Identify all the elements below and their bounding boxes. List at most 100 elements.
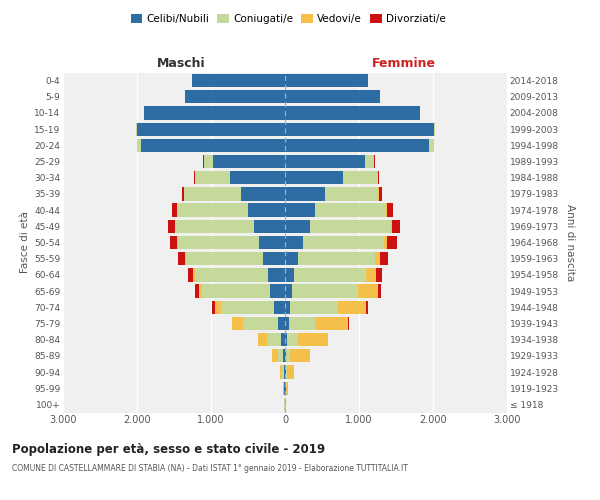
- Bar: [175, 220, 254, 233]
- Bar: [298, 333, 328, 346]
- Bar: [285, 220, 310, 233]
- Bar: [196, 268, 268, 281]
- Bar: [287, 333, 298, 346]
- Bar: [379, 188, 382, 200]
- Bar: [286, 349, 290, 362]
- Bar: [430, 138, 434, 152]
- Bar: [392, 220, 400, 233]
- Bar: [376, 268, 382, 281]
- Bar: [338, 300, 367, 314]
- Legend: Celibi/Nubili, Coniugati/e, Vedovi/e, Divorziati/e: Celibi/Nubili, Coniugati/e, Vedovi/e, Di…: [127, 10, 449, 29]
- Bar: [285, 204, 316, 217]
- Bar: [386, 236, 397, 249]
- Bar: [281, 333, 285, 346]
- Bar: [266, 333, 281, 346]
- Bar: [188, 268, 193, 281]
- Bar: [259, 236, 285, 249]
- Bar: [272, 349, 278, 362]
- Bar: [365, 155, 374, 168]
- Bar: [270, 284, 285, 298]
- Bar: [287, 366, 294, 378]
- Bar: [221, 300, 274, 314]
- Bar: [202, 284, 270, 298]
- Bar: [186, 252, 263, 266]
- Bar: [285, 366, 286, 378]
- Bar: [316, 204, 386, 217]
- Bar: [278, 317, 285, 330]
- Text: Femmine: Femmine: [371, 57, 436, 70]
- Bar: [358, 284, 377, 298]
- Bar: [170, 236, 177, 249]
- Bar: [289, 317, 316, 330]
- Bar: [294, 268, 367, 281]
- Bar: [193, 268, 196, 281]
- Bar: [241, 188, 285, 200]
- Bar: [137, 138, 141, 152]
- Bar: [285, 155, 365, 168]
- Bar: [285, 122, 434, 136]
- Bar: [280, 366, 283, 378]
- Bar: [285, 317, 289, 330]
- Bar: [298, 252, 375, 266]
- Bar: [367, 300, 368, 314]
- Bar: [303, 236, 384, 249]
- Bar: [386, 204, 387, 217]
- Bar: [285, 333, 287, 346]
- Bar: [367, 268, 376, 281]
- Bar: [384, 236, 386, 249]
- Bar: [136, 122, 137, 136]
- Bar: [199, 284, 202, 298]
- Bar: [378, 171, 379, 184]
- Bar: [185, 90, 285, 104]
- Bar: [258, 333, 266, 346]
- Bar: [285, 236, 303, 249]
- Bar: [285, 188, 325, 200]
- Bar: [178, 236, 259, 249]
- Bar: [290, 300, 338, 314]
- Bar: [141, 138, 285, 152]
- Bar: [168, 220, 175, 233]
- Bar: [195, 284, 199, 298]
- Bar: [185, 252, 186, 266]
- Bar: [380, 252, 388, 266]
- Bar: [285, 74, 368, 87]
- Bar: [212, 300, 215, 314]
- Bar: [248, 204, 285, 217]
- Y-axis label: Anni di nascita: Anni di nascita: [565, 204, 575, 281]
- Bar: [325, 188, 378, 200]
- Bar: [434, 122, 436, 136]
- Bar: [316, 317, 348, 330]
- Bar: [230, 171, 285, 184]
- Bar: [254, 220, 285, 233]
- Bar: [285, 90, 380, 104]
- Bar: [285, 300, 290, 314]
- Bar: [285, 252, 298, 266]
- Bar: [286, 382, 288, 395]
- Text: COMUNE DI CASTELLAMMARE DI STABIA (NA) - Dati ISTAT 1° gennaio 2019 - Elaborazio: COMUNE DI CASTELLAMMARE DI STABIA (NA) -…: [12, 464, 408, 473]
- Bar: [375, 252, 380, 266]
- Bar: [177, 236, 178, 249]
- Bar: [145, 106, 285, 120]
- Bar: [213, 155, 285, 168]
- Bar: [274, 300, 285, 314]
- Bar: [178, 252, 185, 266]
- Bar: [184, 188, 241, 200]
- Bar: [195, 171, 230, 184]
- Y-axis label: Fasce di età: Fasce di età: [20, 212, 30, 274]
- Bar: [387, 204, 393, 217]
- Bar: [292, 284, 358, 298]
- Bar: [263, 252, 285, 266]
- Bar: [215, 300, 221, 314]
- Bar: [278, 349, 283, 362]
- Bar: [137, 122, 285, 136]
- Bar: [284, 366, 285, 378]
- Bar: [285, 106, 419, 120]
- Bar: [285, 268, 294, 281]
- Text: Popolazione per età, sesso e stato civile - 2019: Popolazione per età, sesso e stato civil…: [12, 442, 325, 456]
- Bar: [243, 317, 278, 330]
- Bar: [283, 366, 284, 378]
- Bar: [283, 349, 285, 362]
- Bar: [182, 188, 184, 200]
- Bar: [285, 284, 292, 298]
- Bar: [286, 366, 287, 378]
